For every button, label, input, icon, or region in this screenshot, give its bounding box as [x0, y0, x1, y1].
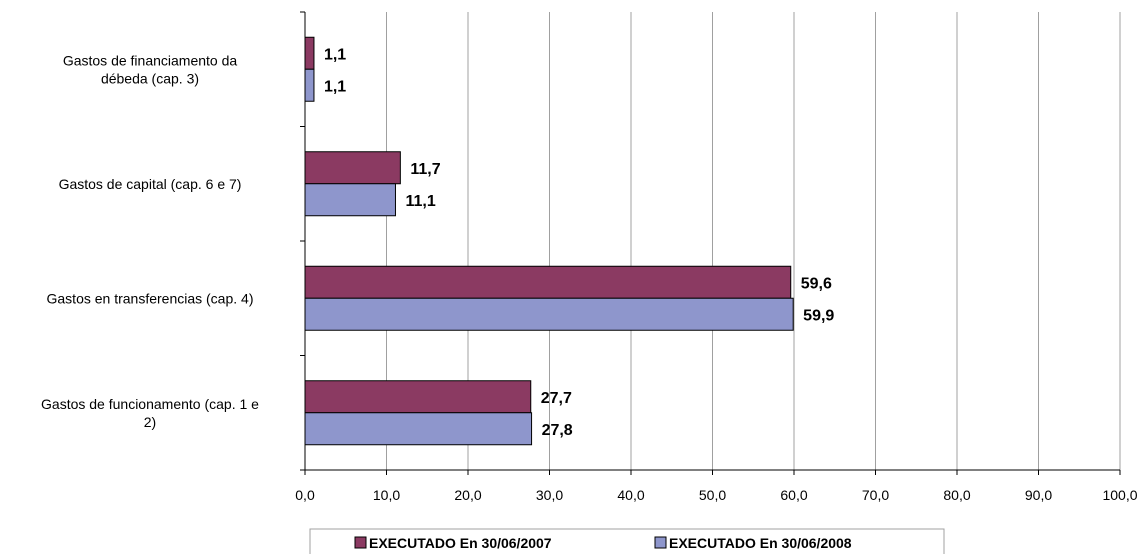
legend-swatch — [354, 536, 367, 549]
data-label: 59,9 — [803, 307, 834, 324]
data-label: 1,1 — [324, 78, 346, 95]
bar-2008 — [304, 183, 396, 217]
legend-swatch — [654, 536, 667, 549]
data-label: 27,8 — [542, 422, 573, 439]
bar-2007 — [304, 36, 315, 70]
x-tick-labels: 0,0 10,0 20,0 30,0 40,0 50,0 60,0 70,0 80,0 90,0 1… — [295, 487, 1137, 503]
bars — [304, 36, 794, 446]
x-tick-label: 10,0 — [373, 487, 400, 503]
gridlines — [386, 12, 1121, 470]
x-tick-label: 50,0 — [699, 487, 726, 503]
data-label: 11,7 — [410, 161, 440, 178]
legend-label: EXECUTADO En 30/06/2008 — [669, 535, 852, 551]
x-tick-label: 90,0 — [1025, 487, 1052, 503]
x-tick-label: 20,0 — [454, 487, 481, 503]
x-tick-label: 40,0 — [617, 487, 644, 503]
x-tick-label: 30,0 — [536, 487, 563, 503]
legend: EXECUTADO En 30/06/2007 EXECUTADO En 30/0… — [309, 528, 945, 554]
category-label: Gastos de financiamento da débeda (cap. 3… — [63, 52, 238, 86]
legend-box — [309, 528, 945, 554]
x-tick-label: 0,0 — [295, 487, 315, 503]
bar-2007 — [304, 151, 401, 185]
x-tick-label: 70,0 — [862, 487, 889, 503]
bar-2007 — [304, 380, 532, 414]
data-labels: 1,1 1,1 11,7 11,1 59,6 59,9 27,7 27,8 — [324, 46, 834, 439]
x-tick-label: 60,0 — [780, 487, 807, 503]
bar-2007 — [304, 265, 792, 299]
bar-2008 — [304, 297, 794, 331]
data-label: 59,6 — [801, 275, 832, 292]
data-label: 27,7 — [541, 390, 572, 407]
x-tick-label: 100,0 — [1102, 487, 1137, 503]
category-label: Gastos en transferencias (cap. 4) — [47, 290, 254, 306]
category-label: Gastos de funcionamento (cap. 1 e 2) — [41, 396, 259, 430]
bar-2008 — [304, 68, 315, 102]
legend-label: EXECUTADO En 30/06/2007 — [369, 535, 552, 551]
category-label: Gastos de capital (cap. 6 e 7) — [59, 176, 242, 192]
data-label: 11,1 — [405, 193, 435, 210]
axes — [300, 11, 1121, 475]
category-labels: Gastos de financiamento da débeda (cap. 3… — [41, 52, 259, 430]
x-tick-label: 80,0 — [943, 487, 970, 503]
data-label: 1,1 — [324, 46, 346, 63]
bar-2008 — [304, 412, 533, 446]
